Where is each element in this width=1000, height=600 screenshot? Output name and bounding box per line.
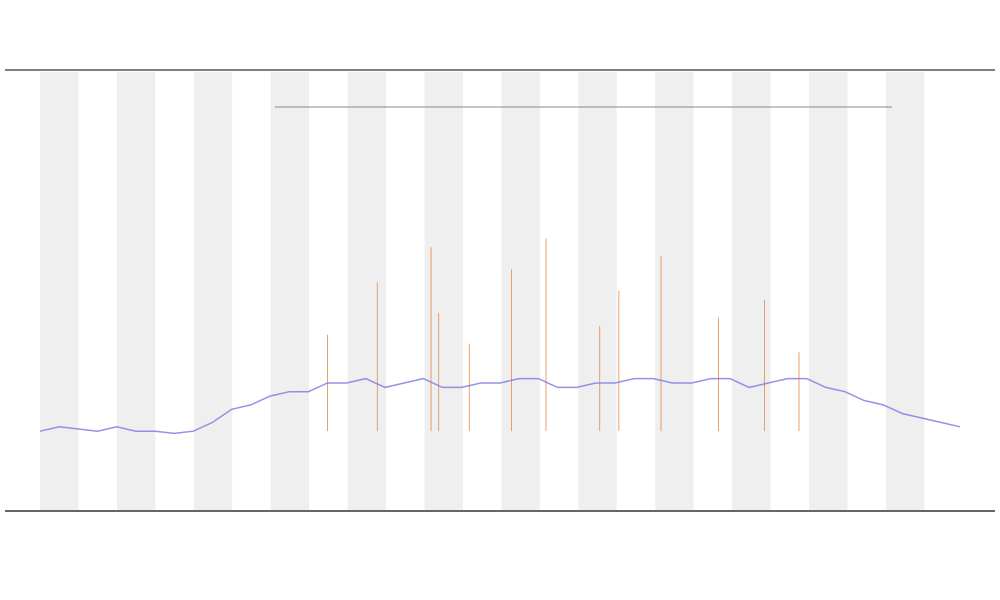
band [193,72,233,510]
band [578,72,617,510]
band [655,72,694,510]
band [270,72,310,510]
series-line [39,377,961,435]
band [501,72,540,510]
band [40,72,79,510]
band [424,72,463,510]
band [885,72,925,510]
band [347,72,386,510]
background-bands [40,72,925,510]
band [116,72,156,510]
band [732,72,771,510]
band [809,72,848,510]
plot-area [39,238,961,435]
